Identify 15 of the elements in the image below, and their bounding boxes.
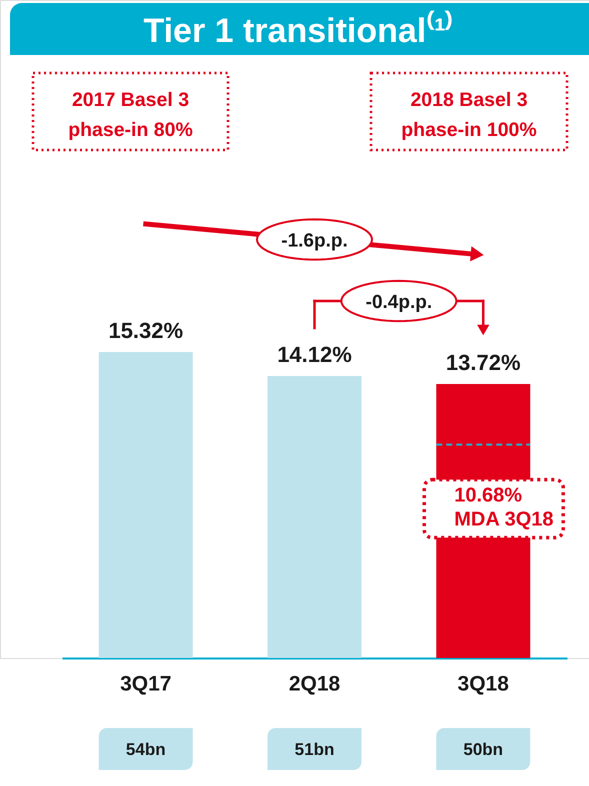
text: 2017 Basel 3 phase-in 80% [68, 89, 193, 141]
text: 54bn [126, 740, 166, 759]
data-label: 14.12% [277, 342, 352, 367]
x-tick-label: 3Q17 [120, 672, 172, 696]
text: 51bn [294, 740, 334, 759]
x-tick-label: 3Q18 [458, 672, 510, 696]
data-label: 15.32% [108, 318, 184, 343]
text: 2018 Basel 3 phase-in 100% [401, 89, 537, 141]
chart-title: Tier 1 transitional⁽¹⁾ [143, 10, 454, 50]
x-tick-label: 2Q18 [288, 672, 341, 696]
data-label: 13.72% [446, 350, 521, 375]
ref-line-label: 10.68% MDA 3Q18 [454, 484, 554, 531]
text: -0.4p.p. [366, 292, 432, 313]
text: 50bn [463, 740, 504, 759]
text: -1.6p.p. [281, 230, 348, 252]
